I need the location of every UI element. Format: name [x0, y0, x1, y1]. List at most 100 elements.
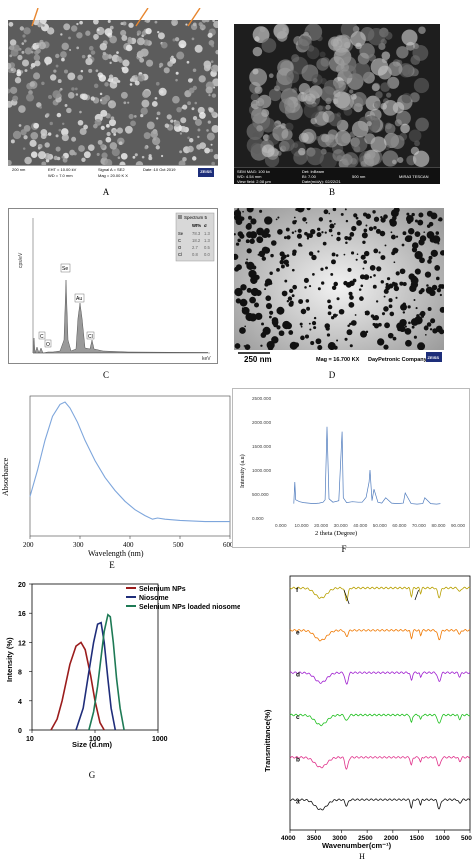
- tem-particle: [350, 320, 357, 326]
- tem-particle: [245, 239, 250, 244]
- tem-particle: [381, 312, 386, 316]
- tem-particle: [303, 277, 309, 283]
- bi-text: BI: 7.00: [302, 174, 316, 179]
- tem-particle: [413, 335, 417, 339]
- f-xtick-label: 20.000: [314, 523, 328, 528]
- g-legend-label: Niosome: [139, 595, 169, 602]
- tem-particle: [337, 231, 341, 236]
- tem-particle: [407, 228, 415, 235]
- tem-particle: [300, 308, 307, 315]
- tem-particle: [271, 240, 277, 246]
- tem-particle: [286, 235, 291, 240]
- panel-d: 250 nm Mag = 16.700 KX DayPetronic Compa…: [232, 204, 446, 364]
- tem-particle: [426, 231, 435, 239]
- tem-particle: [286, 254, 290, 258]
- tem-particle: [246, 248, 252, 254]
- f-xtick-label: 10.000: [295, 523, 309, 528]
- e-tick-label: 200: [23, 541, 34, 549]
- tem-particle: [373, 274, 376, 277]
- f-xtick-label: 0.000: [275, 523, 287, 528]
- h-series-line: [289, 798, 471, 811]
- tem-particle: [318, 288, 321, 291]
- tem-particle: [285, 227, 290, 232]
- tem-particle: [308, 233, 313, 239]
- e-ylabel: Absorbance: [1, 457, 10, 496]
- g-ytick-label: 20: [18, 582, 26, 589]
- tem-particle: [434, 265, 441, 271]
- tem-particle: [414, 219, 418, 223]
- f-xlabel: 2 theta (Degree): [315, 530, 358, 537]
- tem-particle: [402, 311, 406, 314]
- tem-particle: [400, 325, 405, 330]
- panel-label-h: H: [359, 852, 365, 861]
- f-xtick-label: 90.000: [451, 523, 465, 528]
- tem-particle: [263, 247, 271, 254]
- tem-particle: [273, 322, 278, 328]
- tem-particle: [414, 231, 421, 238]
- f-series-line: [293, 426, 441, 505]
- tem-particle: [294, 230, 297, 233]
- tem-particle: [258, 250, 266, 258]
- tem-particle: [340, 212, 344, 216]
- tem-particle: [431, 284, 438, 291]
- tem-particle: [347, 236, 352, 241]
- tem-particle: [252, 265, 257, 270]
- tem-particle: [265, 302, 273, 310]
- tem-particle: [418, 290, 423, 295]
- panel-g: Intensity (%) Size (d.nm) 0 4 8 12 16 20 10 100…: [0, 572, 241, 762]
- edx-table-cell: Se: [178, 231, 184, 236]
- f-xtick-label: 30.000: [334, 523, 348, 528]
- tem-particle: [327, 299, 331, 304]
- h-series-label: d: [296, 672, 300, 679]
- tem-particle: [333, 345, 338, 350]
- tem-particle: [355, 216, 359, 220]
- tem-particle: [388, 304, 393, 309]
- tem-particle: [297, 228, 302, 233]
- tem-particle: [335, 254, 339, 257]
- f-xtick-label: 80.000: [431, 523, 445, 528]
- tem-particle: [428, 255, 433, 260]
- dls-chart: Intensity (%) Size (d.nm) 0 4 8 12 16 20 10 100…: [5, 582, 241, 749]
- h-series-label: b: [296, 756, 300, 763]
- sem-info-bar-a: 200 nm EHT = 10.00 kV WD = 7.0 mm Signal…: [8, 165, 218, 180]
- tem-particle: [355, 258, 358, 261]
- tem-particle: [235, 242, 240, 246]
- tem-particle: [311, 254, 317, 261]
- g-xtick-label: 1000: [152, 736, 168, 743]
- edx-table-cell: 0.0: [204, 252, 210, 257]
- tem-particle: [389, 311, 395, 317]
- tem-particle: [439, 293, 442, 297]
- tem-particle: [435, 231, 440, 235]
- tem-particle: [291, 294, 295, 298]
- tem-particle: [328, 212, 331, 215]
- tem-particle: [383, 288, 389, 294]
- tem-particle: [256, 236, 264, 244]
- tem-particle: [329, 223, 335, 229]
- tem-particle: [276, 306, 285, 315]
- tem-particle: [373, 323, 380, 329]
- panel-f: Intensity (a.u) 0.000 500.000 1000.000 1500…: [232, 388, 470, 548]
- wd-text: WD: 4.54 mm: [237, 174, 262, 179]
- tem-particle: [298, 242, 302, 247]
- tem-particle: [269, 271, 273, 275]
- tem-particle: [435, 325, 443, 333]
- f-ylabel: Intensity (a.u): [239, 454, 246, 488]
- tem-particle: [423, 231, 426, 233]
- h-series-label: c: [296, 714, 300, 721]
- tem-particle: [427, 306, 432, 311]
- tem-particle: [373, 248, 379, 254]
- g-ytick-label: 0: [18, 728, 22, 735]
- tem-particle: [235, 298, 242, 304]
- sem-mag-text: SEM MAG: 100 kx: [237, 169, 270, 174]
- tem-particle: [386, 277, 391, 281]
- tem-particle: [330, 272, 334, 276]
- f-ytick-label: 500.000: [252, 492, 269, 497]
- tem-particle: [292, 284, 297, 290]
- tem-particle: [411, 325, 415, 329]
- edx-table-cell: 1.3: [204, 238, 210, 243]
- tem-particle: [416, 314, 420, 318]
- tem-particle: [244, 344, 251, 350]
- tem-particle: [353, 213, 358, 218]
- tem-particle: [410, 276, 419, 285]
- tem-particle: [429, 328, 433, 331]
